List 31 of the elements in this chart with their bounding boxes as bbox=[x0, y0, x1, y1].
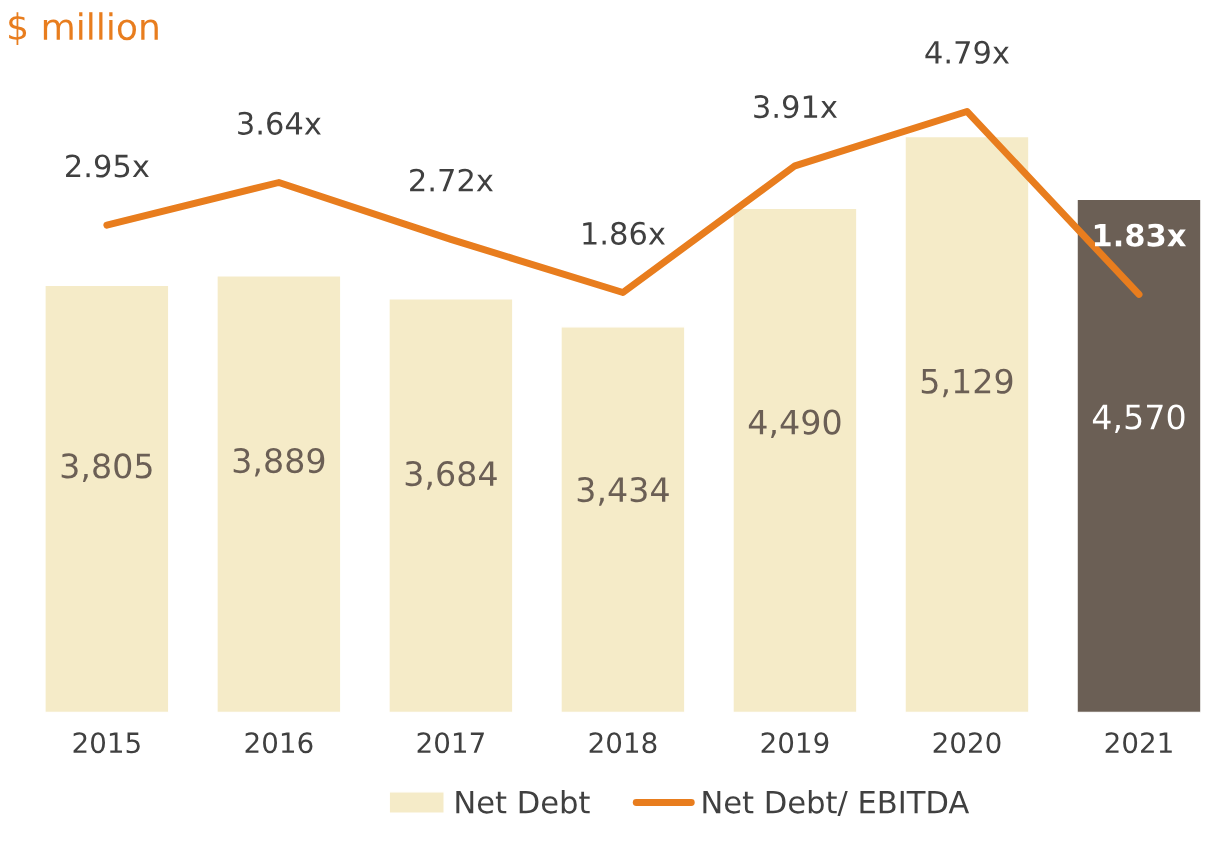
data-label: 3,684 bbox=[405, 461, 497, 490]
legend-label: Net Debt bbox=[456, 790, 590, 814]
x-tick-label: 2016 bbox=[245, 732, 313, 754]
x-tick-label: 2020 bbox=[933, 732, 1001, 754]
data-label: 4,490 bbox=[748, 409, 841, 439]
data-label: 1.83x bbox=[1094, 223, 1187, 247]
data-label: 3,434 bbox=[577, 477, 669, 506]
data-label: 5,129 bbox=[921, 368, 1013, 398]
x-tick-label: 2019 bbox=[761, 732, 829, 754]
data-label: 1.86x bbox=[583, 221, 665, 245]
data-label: 3.91x bbox=[754, 95, 837, 119]
bar bbox=[904, 135, 1030, 713]
data-label: 4.79x bbox=[925, 40, 1010, 64]
x-tick-label: 2018 bbox=[589, 732, 657, 754]
data-label: 3,889 bbox=[233, 447, 325, 477]
data-label: 4,570 bbox=[1092, 404, 1185, 434]
bar bbox=[216, 275, 342, 713]
chart-title: $ million bbox=[9, 12, 158, 45]
data-label: 2.95x bbox=[66, 154, 149, 178]
data-label: 3,805 bbox=[61, 453, 152, 482]
bar bbox=[44, 284, 170, 713]
x-tick-label: 2021 bbox=[1105, 732, 1172, 754]
bar bbox=[1076, 198, 1202, 713]
bar bbox=[560, 326, 686, 713]
x-tick-label: 2017 bbox=[417, 732, 484, 754]
data-label: 3.64x bbox=[238, 111, 321, 135]
bar bbox=[388, 298, 514, 713]
bar bbox=[732, 207, 858, 713]
legend-label: Net Debt/ EBITDA bbox=[703, 790, 970, 817]
data-label: 2.72x bbox=[410, 168, 493, 192]
x-tick-label: 2015 bbox=[73, 732, 140, 754]
